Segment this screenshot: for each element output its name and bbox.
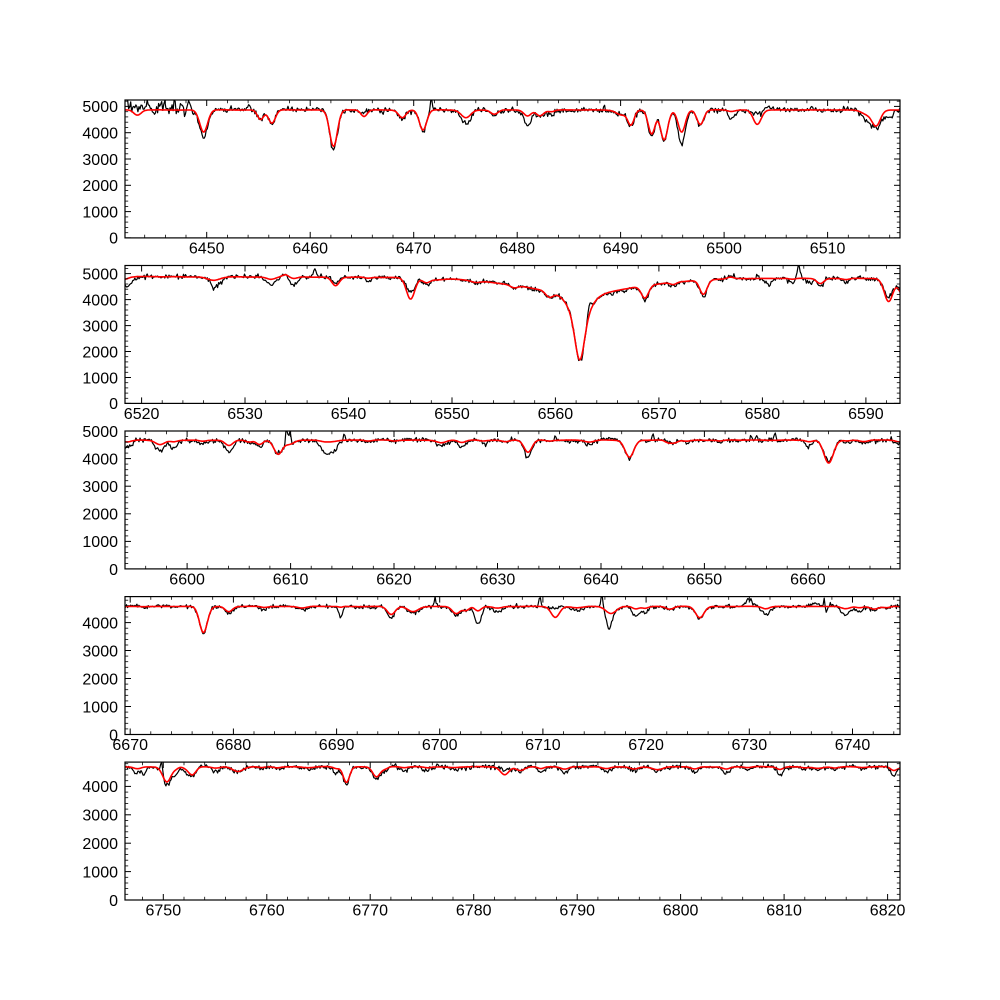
svg-text:5000: 5000 [82,99,118,116]
svg-text:4000: 4000 [82,451,118,468]
svg-text:6650: 6650 [687,572,723,589]
svg-text:0: 0 [109,562,118,579]
svg-text:6720: 6720 [628,737,664,754]
svg-text:6490: 6490 [603,241,639,258]
svg-text:6470: 6470 [396,241,432,258]
svg-text:6610: 6610 [273,572,309,589]
svg-text:3000: 3000 [82,318,118,335]
svg-text:6600: 6600 [169,572,205,589]
svg-text:6670: 6670 [112,737,148,754]
svg-text:4000: 4000 [82,779,118,796]
svg-text:6540: 6540 [331,406,367,423]
svg-text:3000: 3000 [82,808,118,825]
svg-text:3000: 3000 [82,152,118,169]
svg-text:6450: 6450 [189,241,225,258]
svg-text:1000: 1000 [82,204,118,221]
svg-text:6550: 6550 [434,406,470,423]
svg-text:6770: 6770 [352,903,388,920]
svg-text:6560: 6560 [538,406,574,423]
svg-text:2000: 2000 [82,836,118,853]
svg-text:6750: 6750 [146,903,182,920]
svg-text:0: 0 [109,893,118,910]
svg-text:6590: 6590 [848,406,884,423]
svg-text:1000: 1000 [82,534,118,551]
svg-text:6820: 6820 [870,903,906,920]
svg-text:6630: 6630 [480,572,516,589]
svg-text:6640: 6640 [583,572,619,589]
svg-text:6740: 6740 [835,737,871,754]
svg-text:6460: 6460 [292,241,328,258]
svg-text:1000: 1000 [82,699,118,716]
svg-text:6520: 6520 [124,406,160,423]
svg-text:4000: 4000 [82,292,118,309]
svg-text:6700: 6700 [422,737,458,754]
svg-text:6620: 6620 [376,572,412,589]
svg-text:0: 0 [109,231,118,248]
svg-text:1000: 1000 [82,864,118,881]
svg-text:6780: 6780 [456,903,492,920]
svg-text:6760: 6760 [249,903,285,920]
svg-text:6690: 6690 [319,737,355,754]
svg-text:2000: 2000 [82,344,118,361]
svg-text:6480: 6480 [499,241,535,258]
svg-text:2000: 2000 [82,507,118,524]
svg-text:2000: 2000 [82,671,118,688]
svg-text:6810: 6810 [766,903,802,920]
svg-text:1000: 1000 [82,370,118,387]
svg-text:4000: 4000 [82,126,118,143]
svg-text:6730: 6730 [732,737,768,754]
svg-text:6790: 6790 [559,903,595,920]
svg-text:6800: 6800 [663,903,699,920]
svg-text:6710: 6710 [525,737,561,754]
svg-text:0: 0 [109,396,118,413]
svg-text:6500: 6500 [706,241,742,258]
svg-text:4000: 4000 [82,615,118,632]
svg-text:0: 0 [109,727,118,744]
svg-text:6660: 6660 [790,572,826,589]
svg-text:6530: 6530 [227,406,263,423]
svg-text:6510: 6510 [810,241,846,258]
svg-text:5000: 5000 [82,266,118,283]
svg-text:2000: 2000 [82,178,118,195]
svg-text:3000: 3000 [82,643,118,660]
svg-text:6570: 6570 [641,406,677,423]
svg-text:3000: 3000 [82,479,118,496]
svg-text:6680: 6680 [216,737,252,754]
svg-text:6580: 6580 [745,406,781,423]
svg-text:5000: 5000 [82,424,118,441]
